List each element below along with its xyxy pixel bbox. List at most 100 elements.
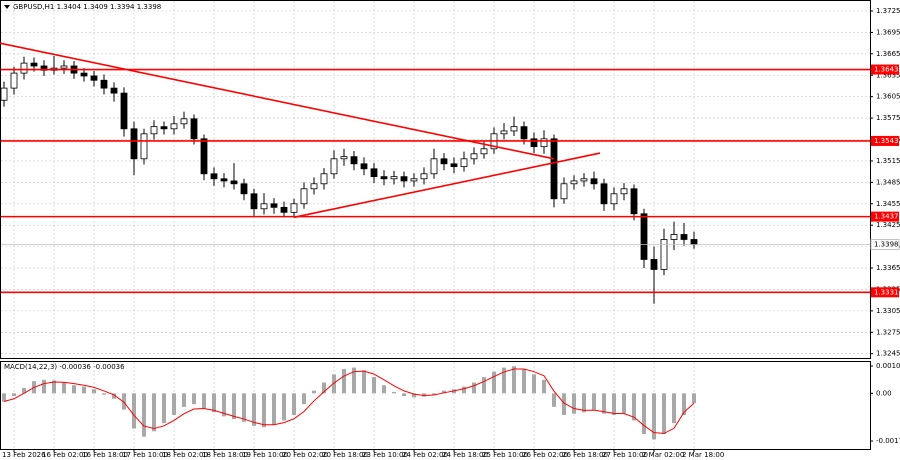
level-label-bg [871, 135, 899, 146]
macd-bar [652, 393, 656, 440]
candle-body [210, 173, 218, 180]
macd-bar [642, 393, 646, 434]
macd-bar [412, 393, 416, 398]
current-price-label: 1.3398 [874, 240, 899, 248]
macd-bar [92, 389, 96, 394]
candle-body [550, 138, 558, 200]
macd-bar [602, 393, 606, 414]
macd-bar [72, 385, 76, 394]
x-tick-label: 20 Feb 18:00 [322, 451, 368, 459]
macd-bar [312, 390, 316, 394]
macd-bar [622, 393, 626, 414]
x-tick-label: 18 Feb 02:00 [162, 451, 208, 459]
y-tick-label: 1.3365 [876, 264, 900, 272]
x-tick-label: 27 Feb 10:00 [602, 451, 648, 459]
x-tick-label: 2 Mar 02:00 [642, 451, 684, 459]
macd-bar [572, 393, 576, 414]
macd-bar [342, 368, 346, 394]
chart-title: GBPUSD,H1 1.3404 1.3409 1.3394 1.3398 [13, 3, 161, 11]
candle-body [370, 168, 378, 178]
macd-bar [172, 393, 176, 416]
macd-bar [432, 393, 436, 395]
candle-body [220, 178, 228, 182]
macd-bar [552, 393, 556, 407]
macd-bar [82, 386, 86, 394]
candle-body [320, 173, 328, 185]
candle-body [100, 79, 108, 89]
candle-body [460, 158, 468, 168]
macd-bar [212, 393, 216, 413]
macd-bar [132, 393, 136, 429]
candle-body [280, 206, 288, 213]
candle-body [610, 193, 618, 205]
macd-bar [12, 393, 16, 397]
candle-body [300, 188, 308, 205]
candle-body [10, 72, 18, 89]
candle-body [660, 239, 668, 270]
candle-body [150, 126, 158, 135]
candle-body [200, 138, 208, 175]
current-price-bg [870, 238, 900, 250]
y-tick-label: 1.3485 [876, 178, 900, 186]
macd-bar [142, 393, 146, 437]
candle-body [570, 180, 578, 185]
candle-body [560, 183, 568, 200]
candle-body [160, 126, 168, 130]
macd-bar [52, 380, 56, 394]
macd-bar [392, 391, 396, 394]
level-label-bg [871, 211, 899, 222]
candle-body [580, 178, 588, 182]
macd-bar [662, 393, 666, 434]
candle-body [690, 239, 698, 245]
candle-body [290, 203, 298, 213]
candle-body [340, 156, 348, 160]
candle-body [20, 62, 28, 74]
macd-bar [332, 374, 336, 394]
macd-bar [632, 393, 636, 421]
macd-bar [262, 393, 266, 428]
macd-bar [232, 393, 236, 420]
candle-body [330, 158, 338, 175]
trend-line [293, 152, 601, 219]
candle-body [270, 203, 278, 208]
macd-bar [302, 393, 306, 405]
trend-line [0, 42, 555, 160]
candle-body [530, 138, 538, 148]
macd-bar [592, 393, 596, 410]
candle-body [230, 180, 238, 185]
x-tick-label: 26 Feb 18:00 [562, 451, 608, 459]
macd-bar [152, 393, 156, 432]
x-tick-label: 25 Feb 10:00 [482, 451, 528, 459]
macd-bar [272, 393, 276, 425]
candle-body [650, 259, 658, 270]
candle-body [680, 234, 688, 240]
macd-bar [282, 393, 286, 421]
macd-bar [252, 393, 256, 426]
level-label: 1.3643 [874, 66, 899, 74]
candle-body [80, 72, 88, 77]
y-tick-label: 0.00101 [876, 362, 900, 370]
candle-body [240, 183, 248, 195]
y-tick-label: 1.3605 [876, 93, 900, 101]
macd-bar [402, 393, 406, 397]
y-tick-label: -0.00176 [876, 437, 900, 445]
macd-bar [482, 377, 486, 394]
macd-bar [542, 379, 546, 394]
candle-body [310, 183, 318, 190]
x-tick-label: 19 Feb 10:00 [242, 451, 288, 459]
candle-body [670, 234, 678, 240]
y-tick-label: 1.3275 [876, 328, 900, 336]
candle-body [260, 203, 268, 210]
price-pane-frame [0, 0, 871, 359]
level-label-bg [871, 287, 899, 298]
macd-bar [562, 393, 566, 416]
x-tick-label: 13 Feb 2026 [2, 451, 46, 459]
candle-body [120, 92, 128, 130]
macd-bar [182, 393, 186, 407]
candle-body [350, 156, 358, 165]
level-label-bg [871, 64, 899, 75]
macd-bar [472, 382, 476, 394]
candle-body [360, 163, 368, 170]
candle-body [250, 193, 258, 210]
